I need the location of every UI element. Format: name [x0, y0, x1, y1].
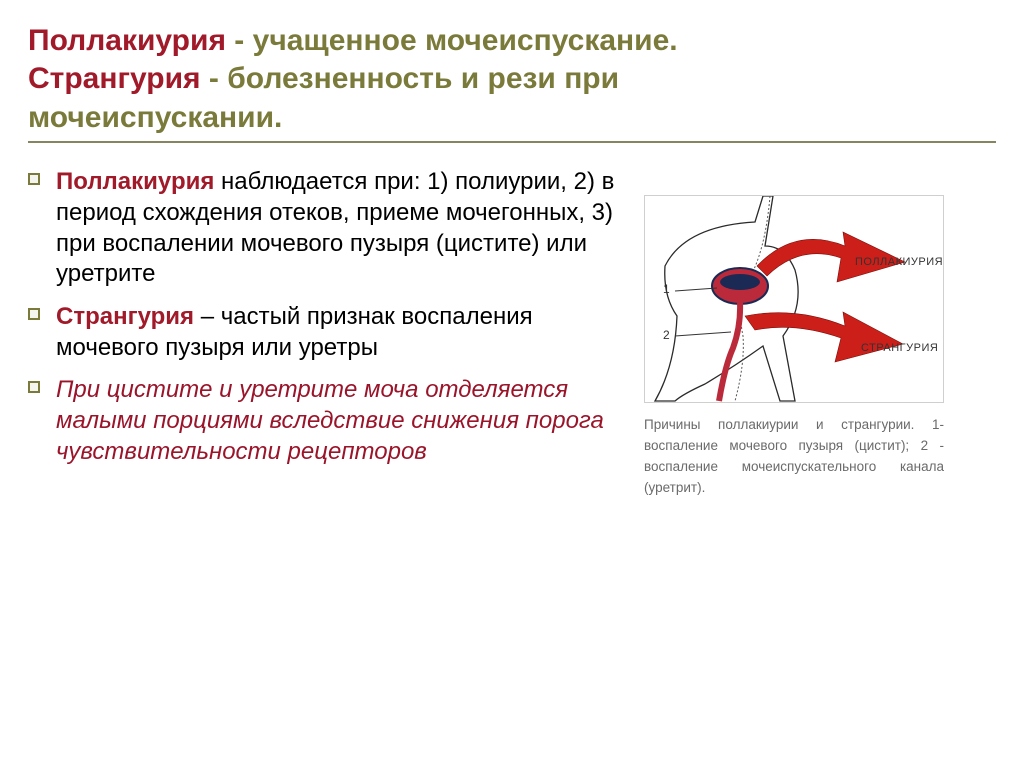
bullet-lead: Странгурия	[56, 303, 194, 330]
bullet-text: При цистите и уретрите моча отделяется м…	[56, 375, 628, 467]
bullet-text: Поллакиурия наблюдается при: 1) полиурии…	[56, 167, 628, 290]
anatomy-diagram: 1 2 ПОЛЛАКИУРИЯ СТРАНГУРИЯ	[644, 195, 944, 403]
diagram-svg	[645, 196, 944, 403]
bullet-lead: Поллакиурия	[56, 168, 214, 195]
title-line-3: мочеиспускании.	[28, 99, 996, 137]
title-line-1: Поллакиурия - учащенное мочеиспускание.	[28, 22, 996, 60]
content-row: Поллакиурия наблюдается при: 1) полиурии…	[28, 167, 996, 499]
diagram-num-1: 1	[663, 282, 670, 296]
bullet-icon	[28, 167, 56, 290]
diagram-num-2: 2	[663, 328, 670, 342]
title-rest-2: болезненность и рези при	[227, 62, 619, 95]
bullet-list: Поллакиурия наблюдается при: 1) полиурии…	[28, 167, 628, 499]
slide-title: Поллакиурия - учащенное мочеиспускание. …	[28, 22, 996, 143]
title-dash-2: -	[201, 62, 228, 95]
title-line-2: Странгурия - болезненность и рези при	[28, 60, 996, 98]
diagram-label-top: ПОЛЛАКИУРИЯ	[855, 256, 943, 268]
bullet-text: Странгурия – частый признак воспаления м…	[56, 302, 628, 363]
bullet-icon	[28, 302, 56, 363]
title-rest-1: учащенное мочеиспускание.	[253, 24, 678, 57]
diagram-label-bottom: СТРАНГУРИЯ	[861, 342, 938, 354]
title-rest-3: мочеиспускании.	[28, 101, 282, 134]
bullet-icon	[28, 375, 56, 467]
list-item: Поллакиурия наблюдается при: 1) полиурии…	[28, 167, 628, 290]
figure-caption: Причины поллакиурии и странгурии. 1- вос…	[644, 415, 944, 499]
list-item: При цистите и уретрите моча отделяется м…	[28, 375, 628, 467]
figure-column: 1 2 ПОЛЛАКИУРИЯ СТРАНГУРИЯ Причины полла…	[644, 167, 996, 499]
bullet-rest: При цистите и уретрите моча отделяется м…	[56, 376, 604, 464]
title-term-1: Поллакиурия	[28, 24, 226, 57]
title-dash-1: -	[226, 24, 253, 57]
list-item: Странгурия – частый признак воспаления м…	[28, 302, 628, 363]
title-term-2: Странгурия	[28, 62, 201, 95]
